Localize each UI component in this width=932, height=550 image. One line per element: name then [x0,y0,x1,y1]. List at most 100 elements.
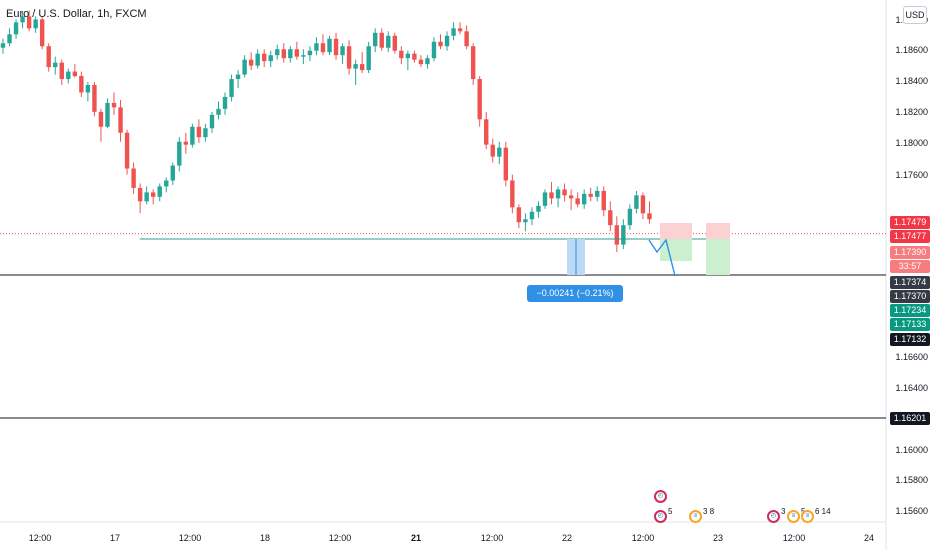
y-tick-label: 1.17600 [895,170,928,180]
price-label: 1.16201 [890,412,930,425]
y-tick-label: 1.15800 [895,475,928,485]
candle-body [39,19,45,47]
event-count: 3 8 [703,507,715,516]
candle-body [150,192,156,197]
candle-body [98,111,104,127]
candle-body [320,43,326,53]
x-tick-label: 12:00 [481,533,504,543]
candle-body [470,46,476,80]
candle-body [59,62,64,80]
candle-body [529,211,535,220]
price-label: 1.17374 [890,276,930,289]
x-tick-label: 12:00 [783,533,806,543]
candle-body [490,144,495,157]
calendar-event-icon[interactable]: ◴ [654,490,667,503]
currency-badge[interactable]: USD [903,6,927,24]
x-tick-label: 21 [411,533,421,543]
candle-body [379,32,384,48]
candle-body [392,35,397,51]
candle-body [92,85,97,112]
x-tick-label: 12:00 [179,533,202,543]
candle-body [262,53,267,62]
candle-body [46,46,51,68]
candle-body [581,193,587,205]
us-flag-event-icon[interactable]: ≡ [787,510,800,523]
candle-body [105,102,110,127]
candle-body [144,192,149,202]
us-flag-event-icon[interactable]: ≡ [689,510,702,523]
candle-body [575,198,580,205]
candle-body [85,85,91,93]
x-tick-label: 12:00 [29,533,52,543]
candle-body [26,16,32,29]
candle-body [425,58,430,65]
x-tick-label: 18 [260,533,270,543]
candle-body [627,208,633,226]
measure-tool-label[interactable]: −0.00241 (−0.21%) −24.1 [527,285,623,315]
price-label: 1.17133 [890,318,930,331]
event-count: 5 [668,507,673,516]
symbol-title[interactable]: Euro / U.S. Dollar, 1h, FXCM [6,8,147,20]
us-flag-event-icon[interactable]: ≡ [801,510,814,523]
candle-body [634,195,639,209]
candle-body [275,49,280,56]
candle-body [281,49,286,59]
price-label: 1.17234 [890,304,930,317]
candle-body [53,62,58,68]
x-tick-label: 22 [562,533,572,543]
drawing-overlays [0,223,886,419]
x-axis-ticks: 12:00 17 12:00 18 12:00 21 12:00 22 12:00 23 12:00… [29,533,874,543]
calendar-event-icon[interactable]: ◴ [767,510,780,523]
candle-body [484,119,489,145]
candle-body [118,107,123,133]
short-stop-zone [660,223,692,239]
candle-body [124,132,130,169]
short-target-zone-2 [706,239,730,275]
candle-body [503,147,509,181]
candle-body [457,28,463,32]
y-tick-label: 1.18600 [895,45,928,55]
candle-body [373,32,378,47]
candle-body [516,207,522,223]
candle-body [438,41,443,47]
y-tick-label: 1.16400 [895,383,928,393]
price-label: 1.17132 [890,333,930,346]
calendar-event-icon[interactable]: ◴ [654,510,667,523]
candle-body [301,55,306,57]
short-target-zone [660,239,692,261]
candle-body [588,193,593,197]
projection-arrow [648,238,676,277]
candle-body [229,79,234,97]
price-label: 1.17390 [890,246,930,259]
candle-body [451,28,456,36]
candle-body [235,74,241,80]
candle-body [340,46,345,56]
candle-body [523,219,528,223]
candle-body [568,195,574,199]
candle-body [131,168,136,188]
candle-body [359,64,365,71]
candlestick-series [0,10,652,253]
candle-body [444,35,450,47]
candle-body [608,210,613,226]
x-tick-label: 17 [110,533,120,543]
price-label: 1.17477 [890,230,930,243]
event-count: 3 [781,507,786,516]
candle-body [111,102,117,108]
candle-body [366,46,371,71]
candle-body [555,189,561,199]
candle-body [209,114,215,129]
candle-body [386,35,391,48]
candle-body [7,34,12,44]
price-label: 33:57 [890,260,930,273]
candle-body [647,213,652,220]
candle-body [255,53,260,66]
candle-body [164,180,169,187]
candle-body [353,64,358,69]
y-tick-label: 1.18000 [895,138,928,148]
candle-body [307,50,313,56]
candle-body [216,108,221,115]
x-tick-label: 12:00 [329,533,352,543]
candle-body [562,189,567,196]
